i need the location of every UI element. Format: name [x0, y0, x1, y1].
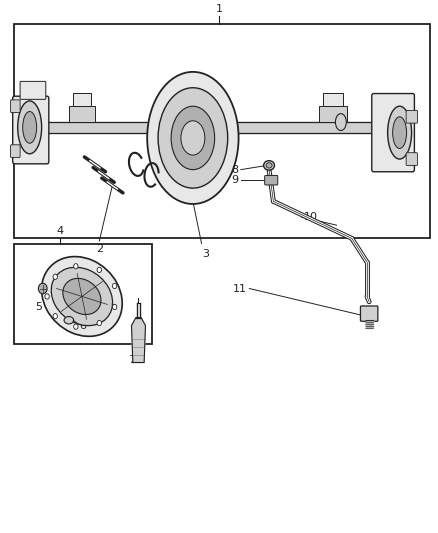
Text: 8: 8 — [231, 165, 239, 175]
Ellipse shape — [388, 106, 412, 159]
FancyBboxPatch shape — [11, 100, 20, 112]
Text: 10: 10 — [304, 212, 318, 222]
Text: 5: 5 — [35, 302, 42, 312]
Ellipse shape — [158, 88, 228, 188]
Ellipse shape — [264, 160, 275, 170]
FancyBboxPatch shape — [20, 82, 46, 99]
Bar — [14, 25, 430, 238]
Ellipse shape — [266, 163, 272, 168]
FancyBboxPatch shape — [360, 306, 378, 321]
Text: 3: 3 — [202, 249, 209, 259]
Bar — [73, 93, 91, 106]
Ellipse shape — [18, 101, 42, 154]
Text: 2: 2 — [96, 244, 103, 254]
Ellipse shape — [147, 72, 239, 204]
FancyBboxPatch shape — [406, 153, 417, 165]
Ellipse shape — [336, 114, 346, 131]
Bar — [14, 244, 152, 344]
Text: 1: 1 — [215, 4, 223, 14]
Ellipse shape — [181, 121, 205, 155]
Text: 7: 7 — [128, 354, 135, 365]
Ellipse shape — [74, 264, 78, 269]
Ellipse shape — [23, 111, 37, 143]
Ellipse shape — [42, 256, 122, 336]
FancyBboxPatch shape — [406, 110, 417, 123]
Ellipse shape — [74, 324, 78, 329]
FancyBboxPatch shape — [13, 96, 49, 164]
Ellipse shape — [51, 267, 113, 326]
Ellipse shape — [63, 278, 101, 314]
Ellipse shape — [171, 106, 215, 169]
Ellipse shape — [97, 267, 102, 272]
Bar — [319, 106, 347, 122]
FancyBboxPatch shape — [265, 175, 278, 185]
Ellipse shape — [53, 274, 57, 279]
Text: 9: 9 — [231, 175, 239, 185]
Bar — [323, 93, 343, 106]
Ellipse shape — [39, 283, 47, 294]
Ellipse shape — [392, 117, 406, 149]
Ellipse shape — [45, 294, 49, 299]
Ellipse shape — [53, 313, 57, 319]
Ellipse shape — [97, 320, 102, 326]
Ellipse shape — [113, 304, 117, 310]
Ellipse shape — [113, 284, 117, 288]
FancyBboxPatch shape — [11, 145, 20, 157]
Text: 6: 6 — [80, 320, 87, 330]
Polygon shape — [131, 318, 145, 362]
Text: 4: 4 — [57, 225, 64, 236]
Bar — [69, 106, 95, 122]
FancyBboxPatch shape — [372, 94, 414, 172]
Text: 11: 11 — [233, 284, 247, 294]
Ellipse shape — [64, 317, 74, 324]
